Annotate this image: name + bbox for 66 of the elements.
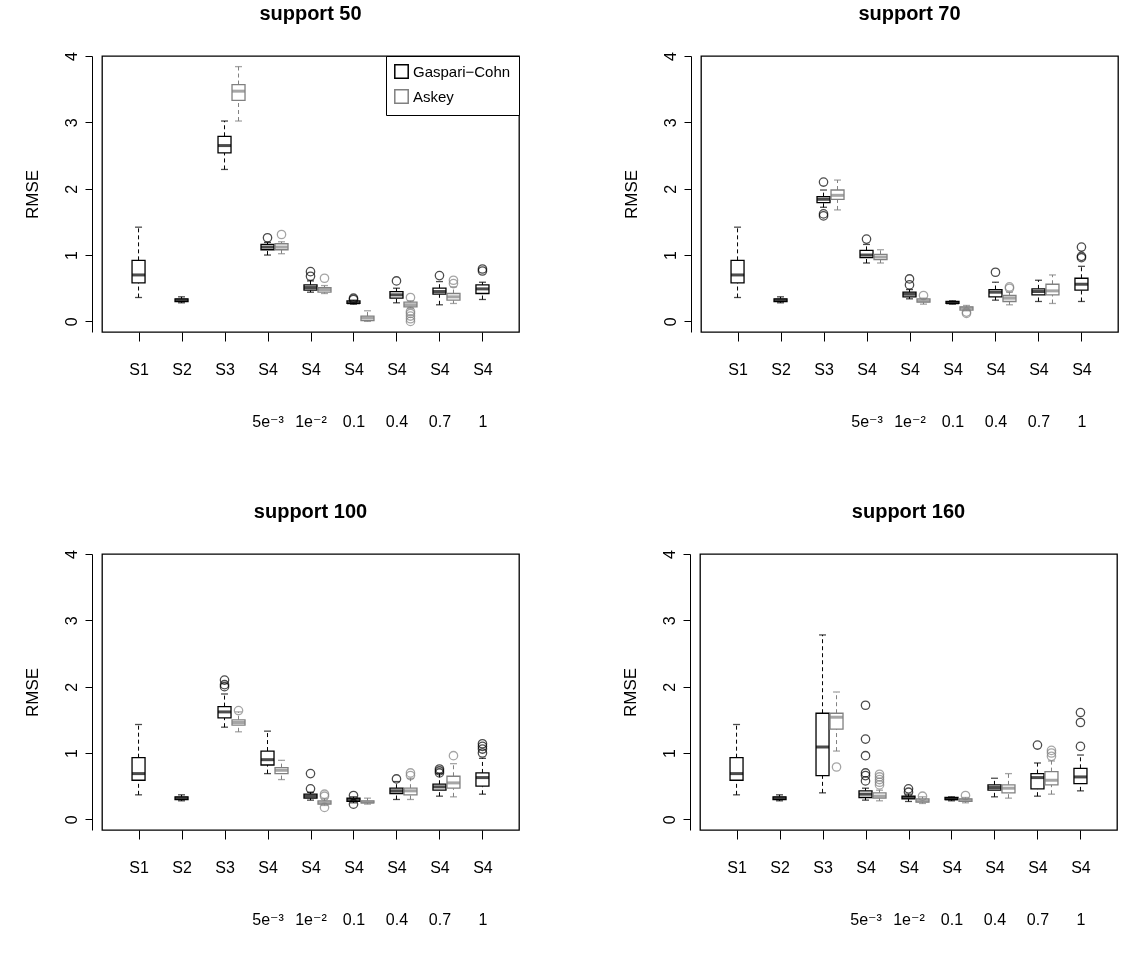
category-label: S4 5e⁻³ <box>850 858 882 928</box>
y-tick-label: 4 <box>660 549 678 559</box>
y-tick-label: 3 <box>661 118 679 128</box>
category-label: S4 5e⁻³ <box>252 360 284 430</box>
x-tick-label: S3 <box>215 360 235 378</box>
y-tick-label: 4 <box>62 549 80 559</box>
category-label: S4 0.1 <box>941 360 965 430</box>
x-tick-label: S1 <box>728 360 748 378</box>
x-tick-label: S1 <box>727 858 747 876</box>
y-tick-label: 2 <box>62 184 80 194</box>
chart-title: support 50 <box>259 1 362 24</box>
chart-title: support 160 <box>851 499 966 522</box>
y-tick-label: 0 <box>660 815 678 825</box>
x-tick-label: S2 <box>172 858 192 876</box>
x-tick-label: S3 <box>215 858 235 876</box>
category-label: S4 0.7 <box>428 858 452 928</box>
chart-title: support 70 <box>858 1 961 24</box>
y-tick-label: 0 <box>661 317 679 327</box>
category-label: S4 1e⁻² <box>295 858 327 928</box>
y-axis-title: RMSE <box>22 667 42 718</box>
y-tick-label: 2 <box>661 184 679 194</box>
x-tick-label: S1 <box>129 360 149 378</box>
category-label: S4 1e⁻² <box>295 360 327 430</box>
x-tick-label: S3 <box>814 360 834 378</box>
y-axis-title: RMSE <box>621 169 641 220</box>
x-tick-label: S2 <box>771 360 791 378</box>
category-label: S4 0.7 <box>1026 858 1050 928</box>
legend-label: Gaspari−Cohn <box>413 62 511 80</box>
chart-title: support 100 <box>253 499 368 522</box>
category-label: S4 1 <box>473 360 493 430</box>
y-axis-title: RMSE <box>620 667 640 718</box>
category-label: S4 1 <box>1072 360 1092 430</box>
y-axis-title: RMSE <box>22 169 42 220</box>
category-label: S4 0.1 <box>342 360 366 430</box>
y-tick-label: 3 <box>660 616 678 626</box>
category-label: S4 0.1 <box>940 858 964 928</box>
category-label: S4 5e⁻³ <box>851 360 883 430</box>
category-label: S4 1e⁻² <box>893 858 925 928</box>
category-label: S4 1e⁻² <box>894 360 926 430</box>
y-tick-label: 4 <box>661 51 679 61</box>
category-label: S4 0.7 <box>428 360 452 430</box>
legend-label: Askey <box>413 87 455 105</box>
x-tick-label: S2 <box>770 858 790 876</box>
x-tick-label: S3 <box>813 858 833 876</box>
category-label: S4 0.4 <box>984 360 1008 430</box>
y-tick-label: 1 <box>660 748 678 758</box>
y-tick-label: 2 <box>62 682 80 692</box>
category-label: S4 1 <box>1071 858 1091 928</box>
category-label: S4 1 <box>473 858 493 928</box>
category-label: S4 0.7 <box>1027 360 1051 430</box>
category-label: S4 0.4 <box>385 360 409 430</box>
y-tick-label: 1 <box>661 250 679 260</box>
y-tick-label: 3 <box>62 118 80 128</box>
category-label: S4 5e⁻³ <box>252 858 284 928</box>
category-label: S4 0.1 <box>342 858 366 928</box>
y-tick-label: 0 <box>62 317 80 327</box>
y-tick-label: 4 <box>62 51 80 61</box>
y-tick-label: 3 <box>62 616 80 626</box>
y-tick-label: 1 <box>62 748 80 758</box>
y-tick-label: 2 <box>660 682 678 692</box>
x-tick-label: S2 <box>172 360 192 378</box>
category-label: S4 0.4 <box>385 858 409 928</box>
y-tick-label: 0 <box>62 815 80 825</box>
y-tick-label: 1 <box>62 250 80 260</box>
x-tick-label: S1 <box>129 858 149 876</box>
category-label: S4 0.4 <box>983 858 1007 928</box>
